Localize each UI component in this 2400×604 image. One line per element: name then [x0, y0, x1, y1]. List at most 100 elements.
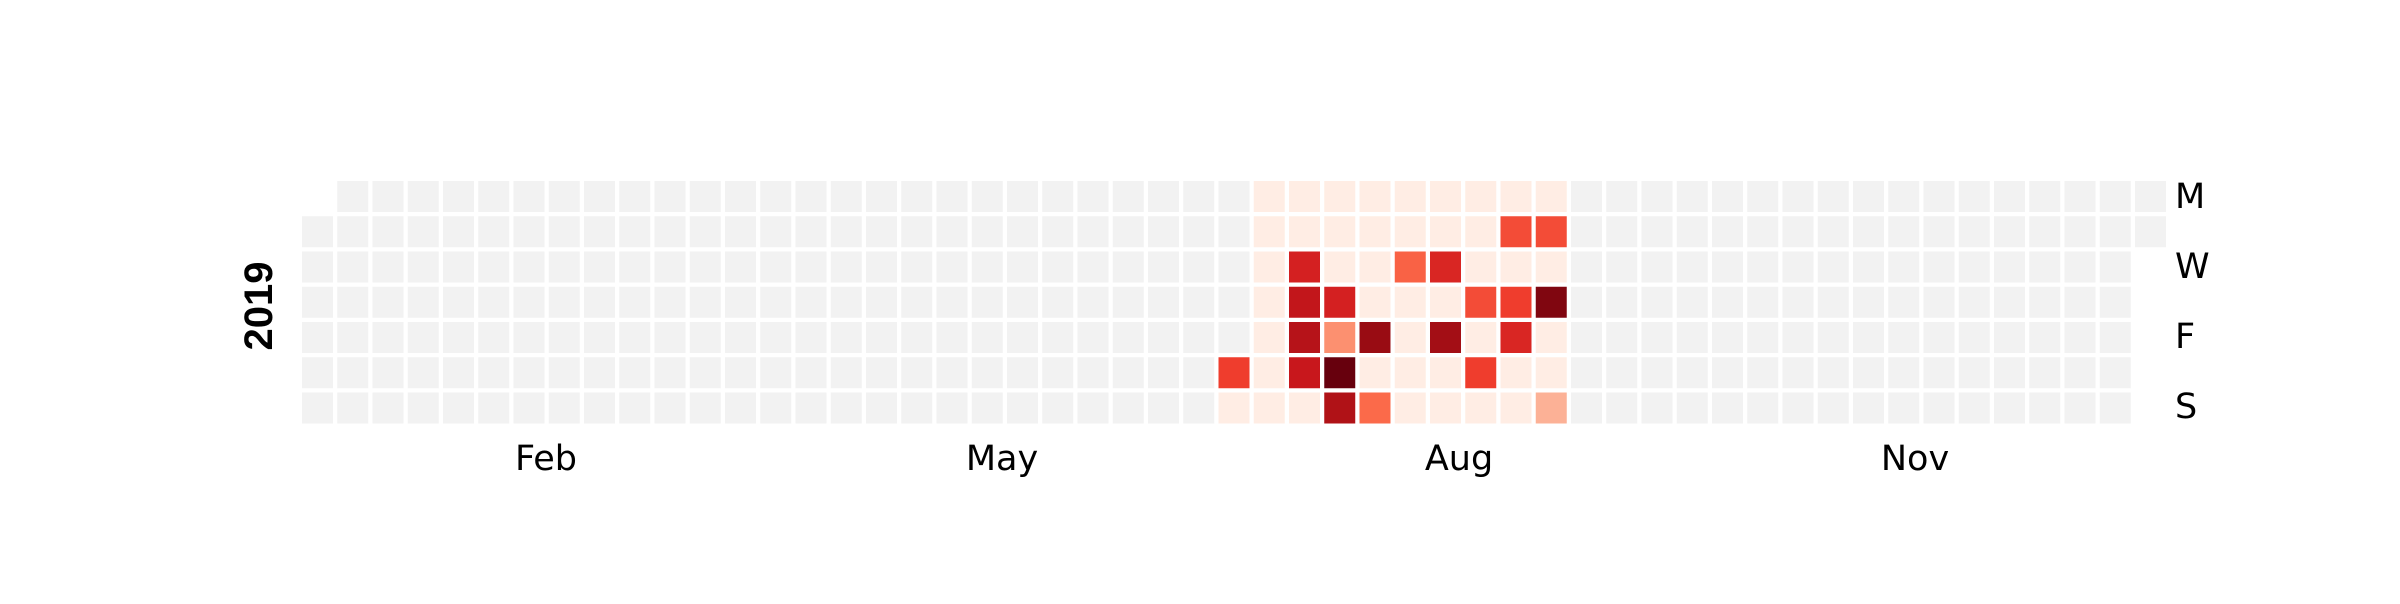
heatmap-cell — [1148, 357, 1179, 389]
heatmap-cell — [1676, 286, 1708, 318]
heatmap-cell — [1324, 216, 1356, 248]
heatmap-cell — [1253, 286, 1285, 318]
heatmap-cell — [1958, 181, 1990, 212]
heatmap-cell — [443, 216, 474, 248]
month-label: Aug — [1425, 439, 1493, 479]
heatmap-cell — [1465, 392, 1497, 424]
heatmap-cell — [337, 216, 369, 248]
heatmap-cell — [1394, 392, 1426, 424]
heatmap-cell — [1324, 357, 1356, 389]
heatmap-cell — [725, 322, 756, 353]
heatmap-cells — [302, 181, 2166, 424]
heatmap-cell — [1007, 357, 1038, 389]
heatmap-cell — [936, 251, 968, 283]
heatmap-cell — [548, 251, 580, 283]
heatmap-cell — [1183, 216, 1215, 248]
heatmap-cell — [654, 286, 686, 318]
heatmap-cell — [1712, 216, 1743, 248]
heatmap-cell — [1430, 181, 1461, 212]
heatmap-cell — [1465, 251, 1497, 283]
heatmap-cell — [1853, 181, 1884, 212]
heatmap-cell — [478, 181, 510, 212]
heatmap-cell — [971, 251, 1003, 283]
heatmap-cell — [936, 357, 968, 389]
heatmap-cell — [2029, 181, 2061, 212]
heatmap-cell — [337, 357, 369, 389]
heatmap-cell — [866, 251, 897, 283]
heatmap-cell — [1500, 286, 1532, 318]
heatmap-cell — [1042, 357, 1074, 389]
heatmap-cell — [372, 357, 404, 389]
heatmap-cell — [1430, 357, 1461, 389]
heatmap-cell — [2029, 286, 2061, 318]
heatmap-cell — [1077, 286, 1109, 318]
heatmap-cell — [2099, 392, 2131, 424]
heatmap-cell — [1465, 357, 1497, 389]
heatmap-cell — [1253, 392, 1285, 424]
heatmap-cell — [760, 286, 792, 318]
heatmap-cell — [830, 392, 862, 424]
heatmap-cell — [1958, 286, 1990, 318]
heatmap-cell — [407, 322, 439, 353]
heatmap-cell — [1430, 216, 1461, 248]
heatmap-cell — [1641, 322, 1673, 353]
heatmap-cell — [1465, 181, 1497, 212]
heatmap-cell — [548, 357, 580, 389]
heatmap-cell — [407, 357, 439, 389]
heatmap-cell — [936, 392, 968, 424]
heatmap-cell — [1253, 216, 1285, 248]
heatmap-cell — [795, 286, 827, 318]
heatmap-cell — [302, 216, 333, 248]
heatmap-cell — [513, 181, 545, 212]
heatmap-cell — [1923, 216, 1955, 248]
heatmap-cell — [1747, 286, 1779, 318]
heatmap-cell — [1571, 286, 1602, 318]
heatmap-cell — [513, 251, 545, 283]
heatmap-cell — [1782, 322, 1814, 353]
heatmap-cell — [2064, 322, 2096, 353]
heatmap-cell — [830, 251, 862, 283]
heatmap-cell — [830, 181, 862, 212]
heatmap-cell — [302, 357, 333, 389]
heatmap-cell — [1042, 286, 1074, 318]
heatmap-cell — [760, 322, 792, 353]
heatmap-cell — [1500, 181, 1532, 212]
heatmap-cell — [1535, 286, 1567, 318]
heatmap-cell — [1606, 286, 1638, 318]
heatmap-cell — [1606, 181, 1638, 212]
heatmap-cell — [1606, 251, 1638, 283]
heatmap-cell — [1782, 251, 1814, 283]
heatmap-cell — [1500, 251, 1532, 283]
heatmap-cell — [443, 392, 474, 424]
heatmap-cell — [372, 322, 404, 353]
heatmap-cell — [443, 357, 474, 389]
heatmap-cell — [1183, 251, 1215, 283]
heatmap-cell — [1465, 322, 1497, 353]
heatmap-cell — [1712, 286, 1743, 318]
heatmap-cell — [443, 251, 474, 283]
heatmap-cell — [1359, 357, 1391, 389]
heatmap-cell — [302, 286, 333, 318]
heatmap-cell — [1183, 286, 1215, 318]
heatmap-cell — [1289, 286, 1320, 318]
heatmap-cell — [1007, 251, 1038, 283]
heatmap-cell — [1923, 322, 1955, 353]
heatmap-cell — [2029, 322, 2061, 353]
heatmap-cell — [1289, 357, 1320, 389]
heatmap-cell — [1218, 286, 1250, 318]
heatmap-cell — [1923, 392, 1955, 424]
heatmap-cell — [1430, 251, 1461, 283]
heatmap-cell — [1641, 357, 1673, 389]
heatmap-cell — [1500, 322, 1532, 353]
heatmap-cell — [1112, 286, 1144, 318]
heatmap-cell — [901, 357, 933, 389]
heatmap-cell — [654, 251, 686, 283]
heatmap-cell — [1148, 322, 1179, 353]
heatmap-cell — [1289, 392, 1320, 424]
heatmap-cell — [1888, 216, 1920, 248]
heatmap-cell — [2099, 251, 2131, 283]
heatmap-cell — [1077, 181, 1109, 212]
heatmap-cell — [1606, 357, 1638, 389]
